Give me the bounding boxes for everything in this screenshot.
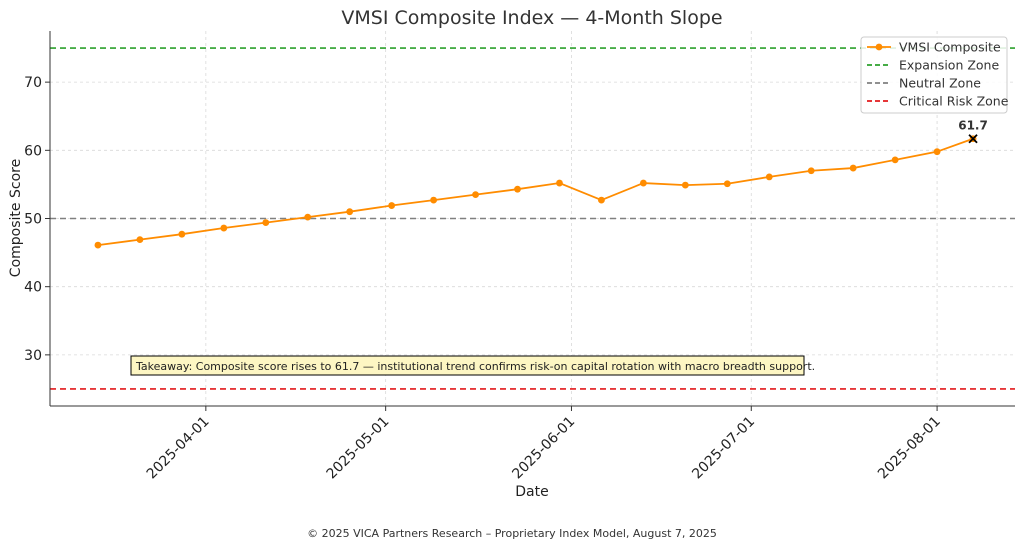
x-tick-label: 2025-07-01 — [689, 414, 758, 483]
x-tick-label: 2025-06-01 — [509, 414, 578, 483]
ticks: 30 40 50 60 70 2025-04-01 2025-05-01 2025-06-01… — [24, 75, 944, 482]
data-point — [136, 236, 144, 244]
data-point — [556, 179, 563, 187]
y-tick-label: 40 — [24, 280, 42, 296]
data-point — [765, 173, 773, 181]
legend: VMSI Composite Expansion Zone Neutral Zone… — [860, 36, 1009, 114]
legend-label: VMSI Composite — [899, 40, 1001, 55]
data-point — [220, 224, 228, 232]
data-point — [178, 230, 186, 238]
x-tick-label: 2025-08-01 — [875, 414, 944, 483]
data-point — [514, 185, 521, 193]
series-layer: 61.7 — [94, 119, 988, 249]
annotation-box: Takeaway: Composite score rises to 61.7 … — [130, 355, 815, 376]
last-point-marker — [968, 134, 978, 144]
y-tick-label: 60 — [24, 143, 42, 159]
data-point — [304, 213, 312, 221]
x-tick-label: 2025-05-01 — [324, 414, 393, 483]
chart-title: VMSI Composite Index — 4-Month Slope — [341, 7, 722, 29]
data-point — [681, 181, 689, 189]
series-line — [97, 137, 974, 246]
x-tick-label: 2025-04-01 — [144, 414, 213, 483]
data-point — [262, 219, 270, 226]
x-axis-label: Date — [515, 484, 548, 500]
data-point — [807, 167, 815, 175]
data-point — [639, 179, 647, 187]
data-point — [472, 191, 479, 199]
last-point-label: 61.7 — [958, 119, 988, 133]
y-axis-label: Composite Score — [8, 159, 24, 277]
legend-label: Critical Risk Zone — [899, 94, 1009, 109]
data-point — [598, 196, 605, 204]
y-tick-label: 50 — [24, 212, 42, 228]
annotation-rect — [130, 355, 805, 376]
data-point — [94, 241, 102, 249]
legend-label: Neutral Zone — [899, 76, 981, 91]
annotation-text: Takeaway: Composite score rises to 61.7 … — [135, 360, 815, 373]
footer-credit: © 2025 VICA Partners Research – Propriet… — [307, 527, 717, 540]
data-point — [723, 180, 731, 188]
y-tick-label: 30 — [24, 348, 42, 364]
data-point — [430, 196, 438, 204]
data-point — [933, 148, 941, 156]
data-point — [346, 208, 354, 216]
y-tick-label: 70 — [24, 75, 42, 91]
legend-marker — [875, 43, 883, 51]
data-point — [388, 202, 396, 209]
legend-frame — [860, 36, 1008, 114]
data-point — [891, 156, 899, 164]
data-point — [849, 164, 857, 172]
legend-label: Expansion Zone — [899, 58, 999, 73]
reference-lines — [50, 47, 1015, 390]
